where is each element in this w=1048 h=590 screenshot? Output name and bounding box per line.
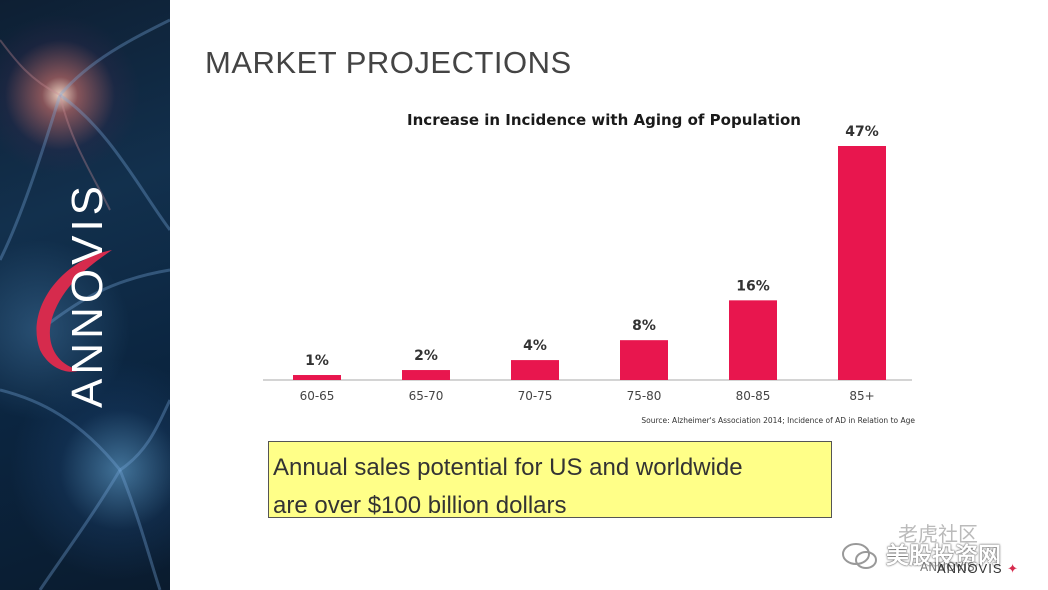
callout-line-1: Annual sales potential for US and worldw… [273,454,743,481]
x-tick-75-80: 75-80 [627,389,662,403]
footer-logo-text: ANNOVIS [937,561,1003,576]
bar-65-70 [402,370,450,380]
x-tick-80-85: 80-85 [736,389,771,403]
slide-title: MARKET PROJECTIONS [205,45,572,80]
brand-panel: ANNOVIS [0,0,170,590]
chat-bubble-icon [842,543,877,569]
watermark-line-1: 老虎社区 [898,522,978,546]
value-label-60-65: 1% [305,353,329,369]
watermark: 老虎社区 美股投资网 ANNOVIS [840,518,1040,584]
value-label-85-plus: 47% [845,124,879,140]
footer-logo: ANNOVIS ✦ [937,561,1019,577]
x-tick-65-70: 65-70 [409,389,444,403]
bar-80-85 [729,300,777,380]
bar-75-80 [620,340,668,380]
x-tick-70-75: 70-75 [518,389,553,403]
callout-line-2: are over $100 billion dollars [273,492,567,519]
logo-swoosh-graphic [36,250,112,372]
value-label-75-80: 8% [632,318,656,334]
watermark-line-2: 美股投资网 [886,543,1001,569]
bar-70-75 [511,360,559,380]
chart-source-note: Source: Alzheimer's Association 2014; In… [641,416,915,425]
bar-60-65 [293,375,341,380]
chart-title: Increase in Incidence with Aging of Popu… [407,111,801,129]
bar-85-plus [838,146,886,380]
watermark-line-3: ANNOVIS [920,560,975,574]
neuron-background-graphic [0,18,170,590]
value-label-70-75: 4% [523,338,547,354]
sales-potential-callout: Annual sales potential for US and worldw… [268,441,832,519]
x-tick-85-plus: 85+ [849,389,874,403]
value-label-65-70: 2% [414,348,438,364]
value-label-80-85: 16% [736,278,770,294]
x-tick-60-65: 60-65 [300,389,335,403]
footer-logo-mark: ✦ [1007,561,1020,576]
